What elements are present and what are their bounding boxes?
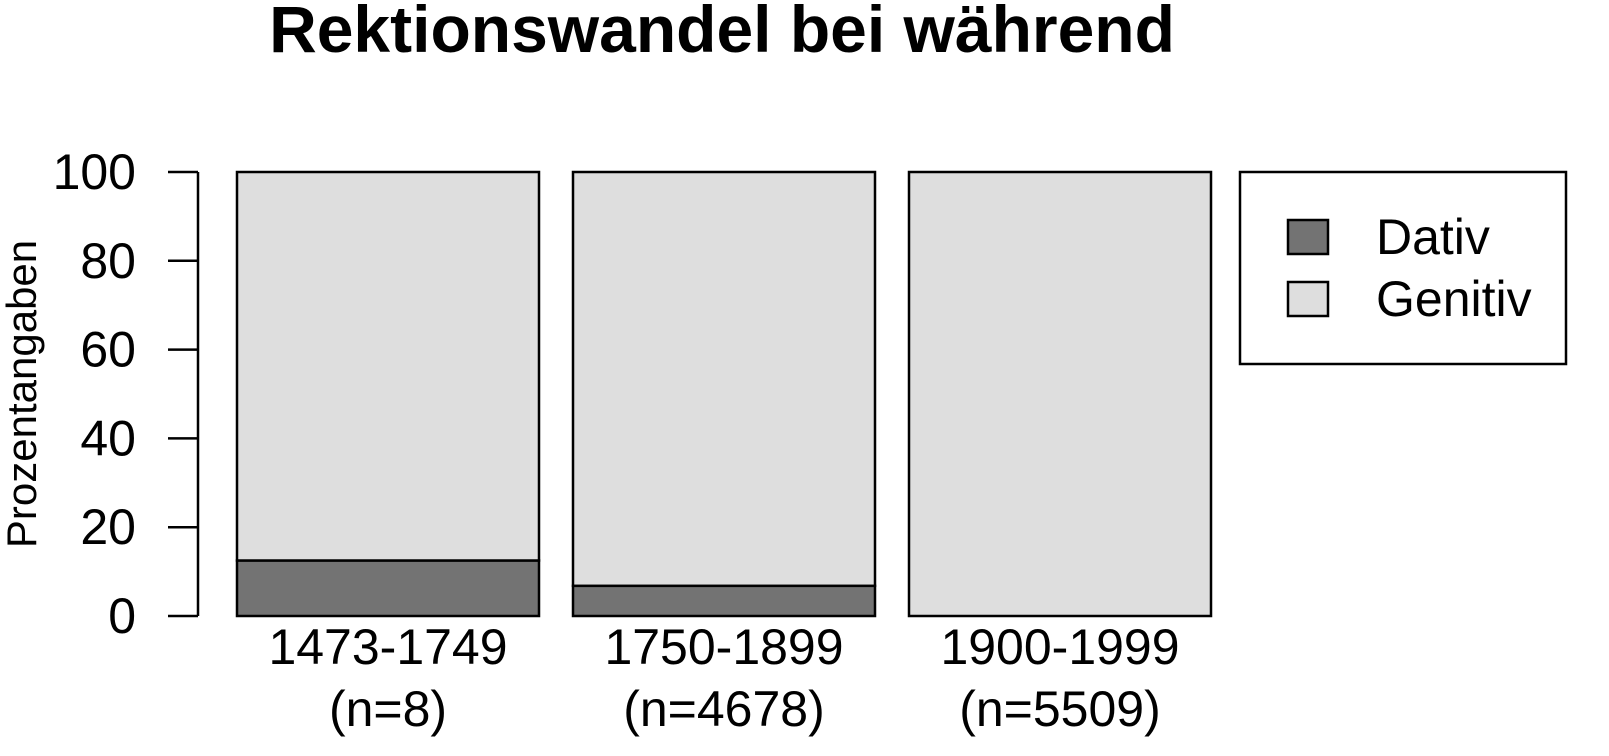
- y-tick-label: 20: [80, 499, 136, 555]
- x-tick-count-label: (n=8): [329, 681, 447, 737]
- y-tick-label: 60: [80, 322, 136, 378]
- x-tick-label: 1900-1999: [940, 619, 1179, 675]
- x-tick-label: 1750-1899: [604, 619, 843, 675]
- legend-swatch-genitiv: [1286, 280, 1330, 318]
- legend-label-genitiv: Genitiv: [1376, 271, 1532, 327]
- bar-genitiv-1900-1999: [907, 170, 1213, 618]
- x-tick-count-label: (n=5509): [959, 681, 1161, 737]
- legend: Dativ Genitiv: [1238, 170, 1568, 366]
- y-axis: 0 20 40 60 80 100: [53, 144, 200, 644]
- bar-genitiv-1473-1749: [235, 170, 541, 562]
- y-tick-label: 100: [53, 144, 136, 200]
- bar-dativ-1750-1899: [571, 584, 877, 618]
- y-axis-label: Prozentangaben: [0, 240, 45, 548]
- legend-box: [1238, 170, 1568, 366]
- y-tick-label: 80: [80, 233, 136, 289]
- y-tick-label: 0: [108, 588, 136, 644]
- x-tick-count-label: (n=4678): [623, 681, 825, 737]
- y-tick-label: 40: [80, 410, 136, 466]
- bar-genitiv-1750-1899: [571, 170, 877, 588]
- legend-swatch-dativ: [1286, 218, 1330, 256]
- chart-title: Rektionswandel bei während: [269, 0, 1175, 66]
- bar-dativ-1473-1749: [235, 559, 541, 618]
- x-tick-label: 1473-1749: [268, 619, 507, 675]
- category-labels: 1473-1749 (n=8) 1750-1899 (n=4678) 1900-1999…: [268, 619, 1179, 737]
- legend-label-dativ: Dativ: [1376, 209, 1490, 265]
- bars-group: [235, 170, 1213, 618]
